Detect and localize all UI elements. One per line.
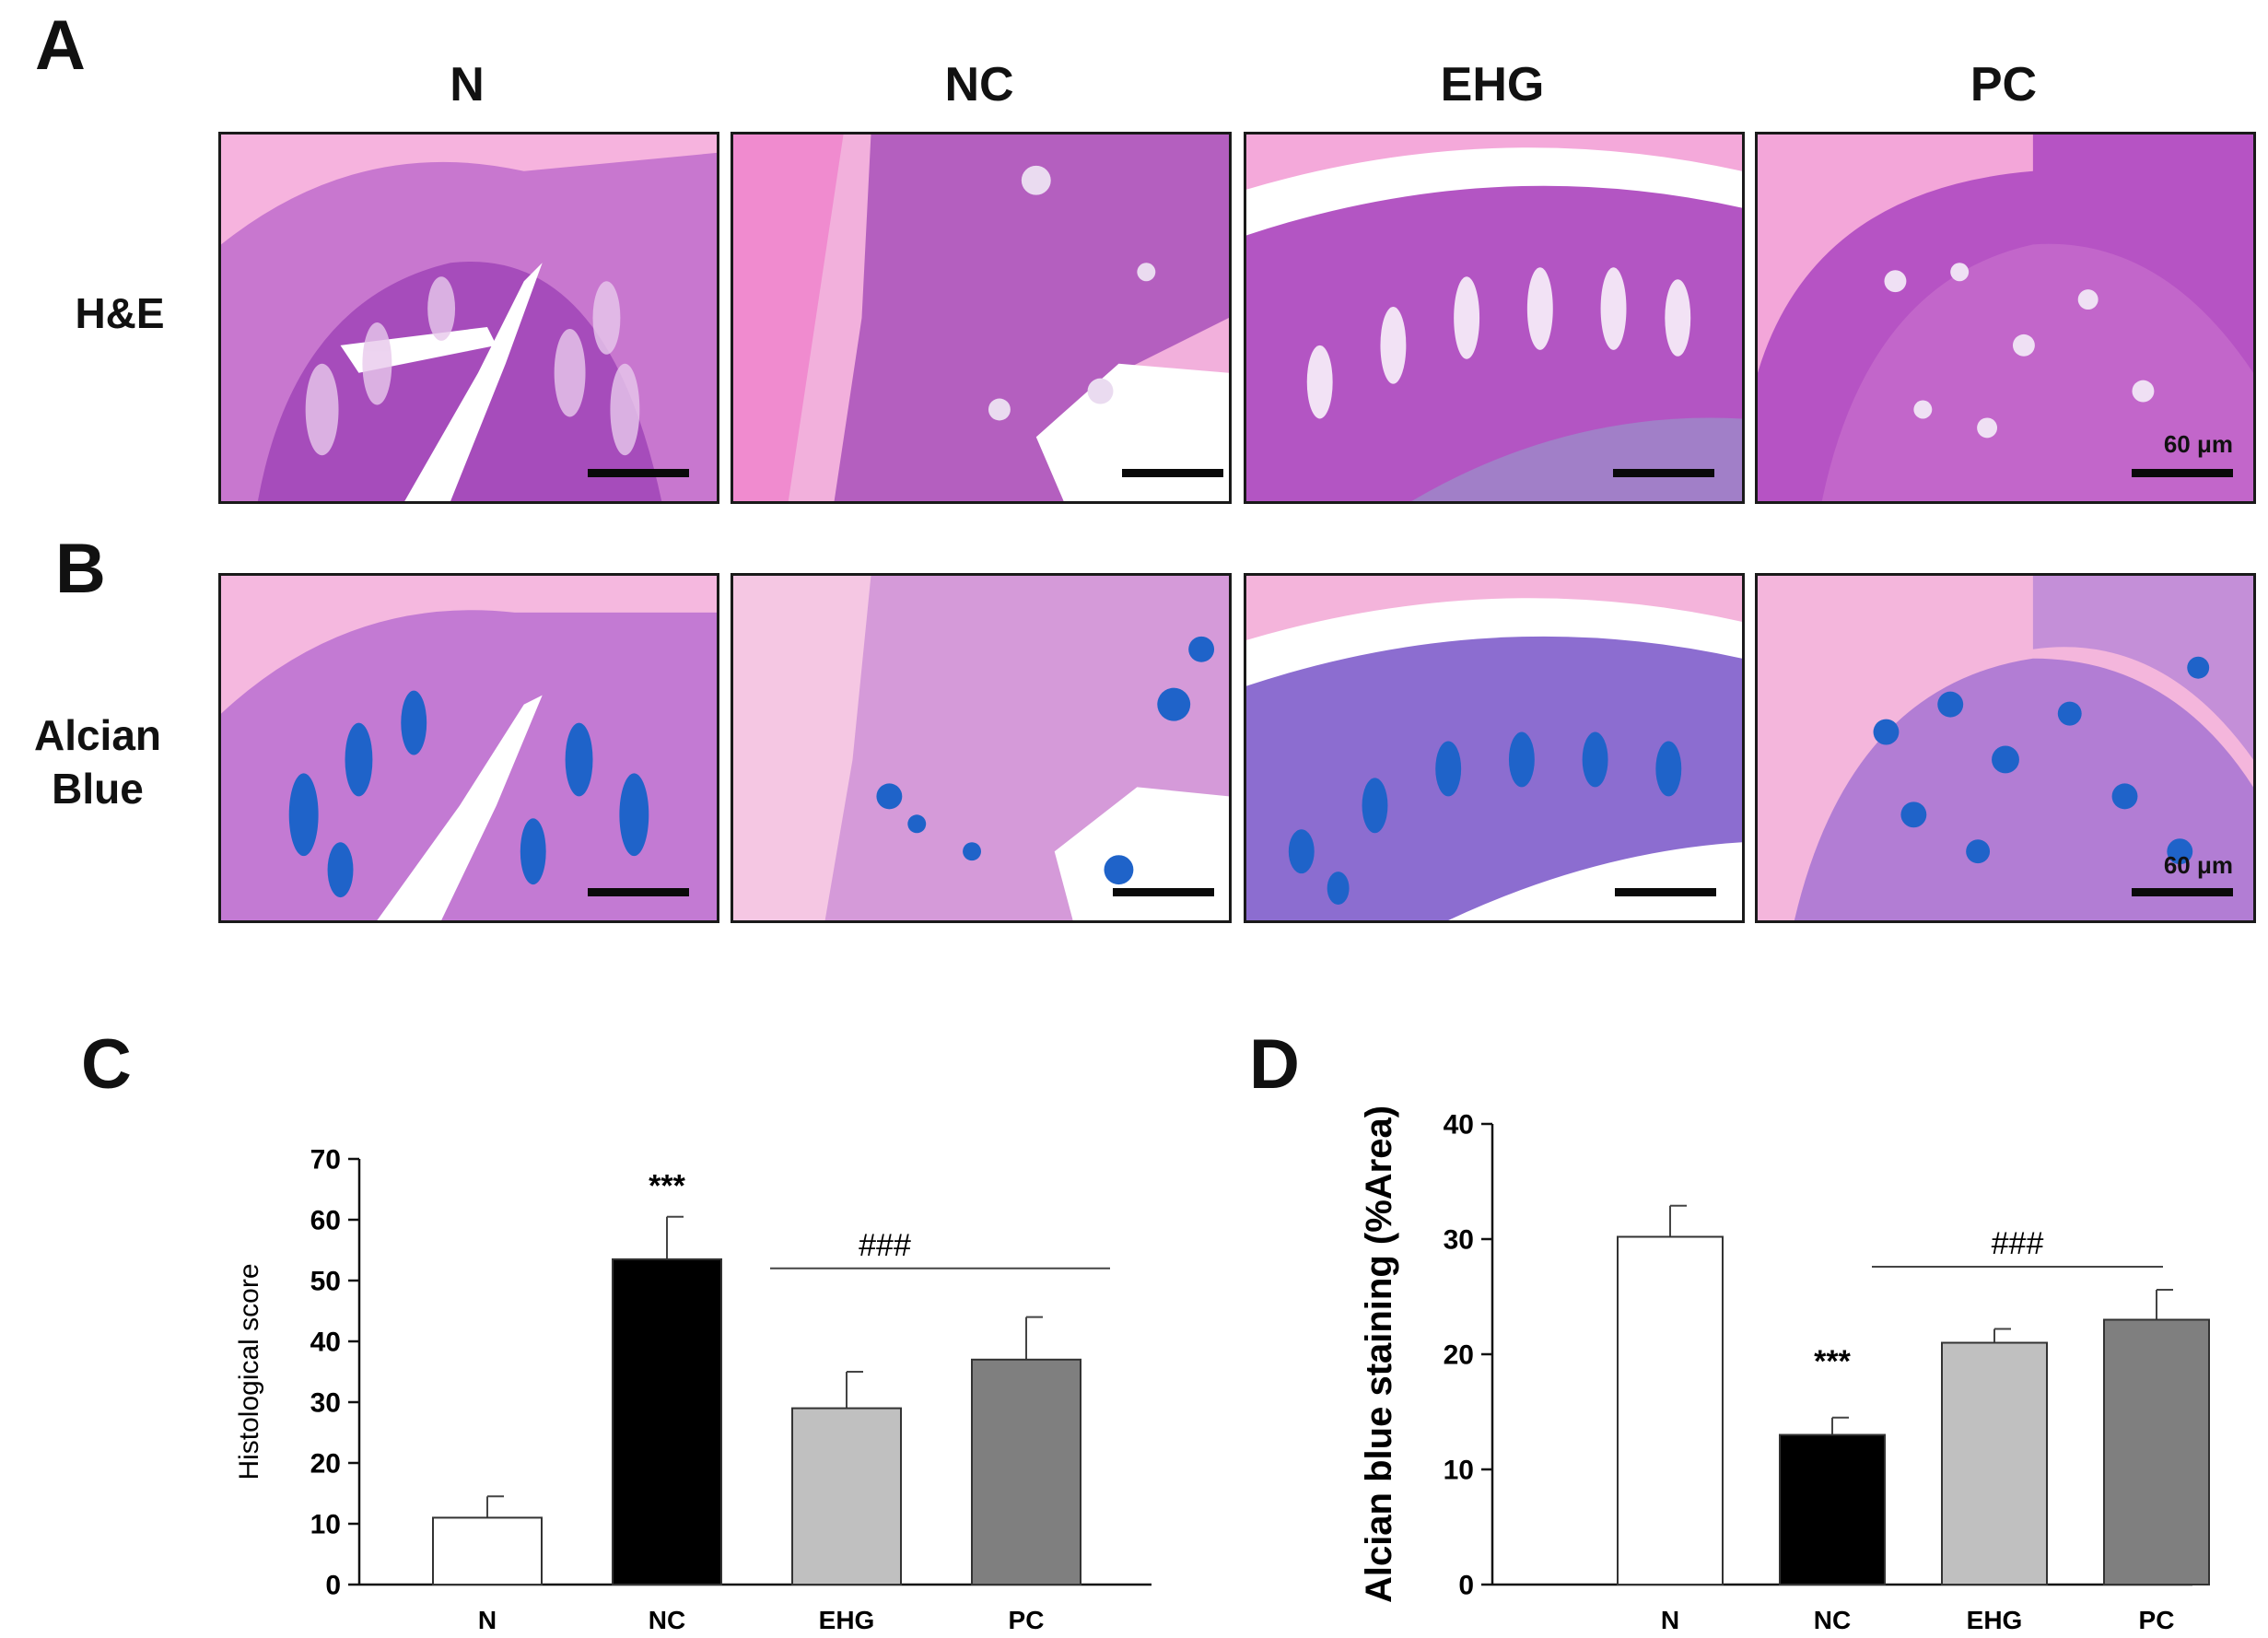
y-tick-label: 20 — [310, 1449, 341, 1480]
row-label-he: H&E — [75, 289, 165, 337]
y-tick-label: 40 — [310, 1328, 341, 1358]
bar-pc — [2103, 1318, 2210, 1585]
column-header-nc: NC — [944, 58, 1014, 111]
scale-bar — [1122, 469, 1223, 477]
scale-bar — [1615, 888, 1716, 896]
he-micrograph-pc: 60 μm — [1755, 132, 2256, 504]
category-label: EHG — [1967, 1606, 2023, 1631]
y-tick-label: 0 — [1458, 1571, 1474, 1601]
row-label-alcian-line2: Blue — [52, 764, 144, 813]
he-tissue-image-nc — [733, 135, 1229, 501]
y-tick-label: 70 — [310, 1145, 341, 1176]
scale-bar — [588, 888, 689, 896]
panel-letter-d: D — [1249, 1025, 1300, 1104]
category-label: N — [478, 1606, 497, 1631]
category-label: NC — [1814, 1606, 1851, 1631]
bar-ehg — [1941, 1341, 2048, 1585]
alcian-tissue-image-n — [221, 576, 717, 920]
y-axis-label: Alcian blue staining (%Area) — [1359, 1106, 1399, 1603]
bar-ehg — [791, 1407, 902, 1585]
column-header-pc: PC — [1970, 58, 2038, 111]
category-label: N — [1661, 1606, 1679, 1631]
scale-label: 60 μm — [2163, 430, 2233, 458]
bar-pc — [971, 1358, 1081, 1585]
y-tick-label: 0 — [325, 1571, 341, 1601]
he-micrograph-nc — [731, 132, 1232, 504]
category-label: NC — [649, 1606, 685, 1631]
scale-label: 60 μm — [2163, 851, 2233, 879]
y-tick-label: 30 — [1444, 1225, 1474, 1256]
category-label: PC — [2139, 1606, 2175, 1631]
significance-stars: *** — [1814, 1344, 1851, 1379]
scale-bar — [1613, 469, 1714, 477]
alcian-tissue-image-pc — [1758, 576, 2253, 920]
row-label-alcian-line1: Alcian — [33, 711, 162, 759]
alcian-micrograph-nc — [731, 573, 1232, 923]
he-tissue-image-n — [221, 135, 717, 501]
scale-bar — [1113, 888, 1214, 896]
row-label-alcian: Alcian Blue — [6, 709, 190, 815]
alcian-micrograph-ehg — [1244, 573, 1745, 923]
he-tissue-image-pc — [1758, 135, 2253, 501]
bar-n — [432, 1516, 543, 1586]
category-label: EHG — [819, 1606, 875, 1631]
alcian-micrograph-pc: 60 μm — [1755, 573, 2256, 923]
he-micrograph-ehg — [1244, 132, 1745, 504]
significance-hashes: ### — [1992, 1226, 2044, 1261]
scale-bar — [588, 469, 689, 477]
category-label: PC — [1009, 1606, 1045, 1631]
significance-stars: *** — [649, 1169, 685, 1204]
bar-nc — [1779, 1433, 1886, 1585]
panel-letter-a: A — [35, 6, 86, 85]
chart-d-svg: 0 10 20 30 40 Alcian blue staining (%Area) N NC… — [1359, 1106, 2210, 1634]
bar-n — [1617, 1235, 1724, 1585]
y-tick-label: 20 — [1444, 1340, 1474, 1371]
y-tick-label: 30 — [310, 1388, 341, 1419]
y-tick-label: 60 — [310, 1206, 341, 1236]
alcian-micrograph-n — [218, 573, 719, 923]
y-tick-label: 40 — [1444, 1110, 1474, 1141]
he-tissue-image-ehg — [1246, 135, 1742, 501]
bar-nc — [612, 1258, 722, 1585]
y-tick-label: 10 — [1444, 1456, 1474, 1486]
panel-letter-c: C — [81, 1025, 132, 1104]
y-tick-label: 50 — [310, 1267, 341, 1297]
he-micrograph-n — [218, 132, 719, 504]
column-header-ehg: EHG — [1440, 58, 1545, 111]
chart-d: 0 10 20 30 40 Alcian blue staining (%Area) N NC… — [1336, 1041, 2248, 1634]
chart-c: 0 10 20 30 40 50 60 70 Histological score N NC EHG P… — [212, 1041, 1188, 1634]
scale-bar — [2132, 888, 2233, 896]
panel-letter-b: B — [55, 530, 106, 608]
alcian-tissue-image-nc — [733, 576, 1229, 920]
alcian-tissue-image-ehg — [1246, 576, 1742, 920]
scale-bar — [2132, 469, 2233, 477]
y-axis-label: Histological score — [234, 1263, 264, 1480]
chart-c-svg: 0 10 20 30 40 50 60 70 Histological score N NC EHG P… — [234, 1145, 1152, 1634]
column-header-n: N — [450, 58, 485, 111]
significance-hashes: ### — [859, 1228, 911, 1263]
y-tick-label: 10 — [310, 1510, 341, 1540]
